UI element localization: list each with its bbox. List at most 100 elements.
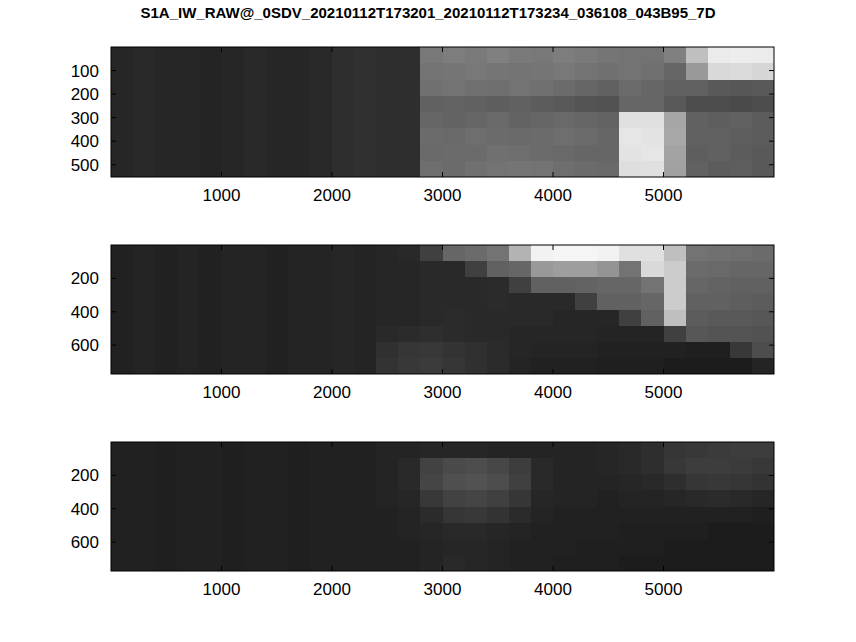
heatmap-cell	[376, 474, 399, 491]
heatmap-cell	[509, 442, 532, 459]
heatmap-cell	[155, 523, 178, 540]
y-tick	[111, 542, 116, 543]
heatmap-cell	[222, 245, 245, 262]
heatmap-cell	[288, 539, 311, 556]
heatmap-cell	[553, 277, 576, 294]
heatmap-cell	[111, 523, 134, 540]
heatmap-cell	[531, 539, 554, 556]
heatmap-cell	[509, 293, 532, 310]
x-tick	[663, 566, 664, 571]
heatmap-cell	[641, 261, 664, 278]
heatmap-cell	[752, 326, 774, 343]
heatmap-cell	[222, 96, 245, 113]
heatmap-cell	[244, 277, 267, 294]
heatmap-cell	[708, 310, 731, 327]
heatmap-cell	[420, 523, 443, 540]
heatmap-cell	[244, 458, 267, 475]
heatmap-cell	[222, 539, 245, 556]
heatmap-cell	[376, 245, 399, 262]
heatmap-cell	[310, 80, 333, 97]
heatmap-cell	[752, 507, 774, 524]
heatmap-cell	[133, 490, 156, 507]
heatmap-cell	[398, 245, 421, 262]
heatmap-cell	[266, 523, 289, 540]
heatmap-cell	[509, 458, 532, 475]
heatmap-cell	[531, 112, 554, 129]
y-tick-label: 300	[71, 109, 99, 128]
heatmap-cell	[398, 47, 421, 64]
heatmap-cell	[752, 342, 774, 359]
heatmap-cell	[376, 63, 399, 80]
heatmap-cell	[641, 474, 664, 491]
heatmap-cell	[553, 145, 576, 162]
heatmap-cell	[310, 245, 333, 262]
y-tick	[111, 345, 116, 346]
heatmap-cell	[420, 490, 443, 507]
heatmap-cell	[332, 80, 355, 97]
heatmap-cell	[752, 80, 774, 97]
y-tick	[769, 345, 774, 346]
heatmap-cell	[575, 128, 598, 145]
heatmap-cell	[708, 555, 731, 571]
heatmap-cell	[487, 128, 510, 145]
heatmap-cells	[111, 442, 774, 571]
heatmap-cell	[111, 507, 134, 524]
x-tick	[221, 369, 222, 374]
heatmap-cell	[376, 442, 399, 459]
heatmap-cell	[619, 277, 642, 294]
heatmap-cell	[752, 555, 774, 571]
panel: 10002000300040005000200400600	[71, 245, 775, 402]
heatmap-cell	[597, 128, 620, 145]
heatmap-cell	[531, 96, 554, 113]
heatmap-cell	[155, 507, 178, 524]
heatmap-cell	[244, 474, 267, 491]
heatmap-cell	[376, 112, 399, 129]
heatmap-cell	[443, 161, 466, 177]
heatmap-cell	[222, 342, 245, 359]
heatmap-cell	[597, 293, 620, 310]
heatmap-cell	[420, 128, 443, 145]
heatmap-cell	[155, 555, 178, 571]
heatmap-cell	[509, 523, 532, 540]
heatmap-cell	[531, 80, 554, 97]
heatmap-cell	[686, 161, 709, 177]
heatmap-cell	[288, 523, 311, 540]
heatmap-cell	[222, 63, 245, 80]
heatmap-cell	[553, 47, 576, 64]
heatmap-cell	[575, 523, 598, 540]
heatmap-cell	[575, 277, 598, 294]
heatmap-cell	[730, 458, 753, 475]
heatmap-cell	[465, 555, 488, 571]
x-tick	[332, 369, 333, 374]
heatmap-cell	[244, 161, 267, 177]
heatmap-cell	[111, 326, 134, 343]
heatmap-cell	[199, 358, 222, 374]
heatmap-cell	[619, 245, 642, 262]
heatmap-cell	[597, 112, 620, 129]
heatmap-cell	[222, 442, 245, 459]
heatmap-cell	[443, 490, 466, 507]
heatmap-cell	[266, 342, 289, 359]
heatmap-cell	[332, 507, 355, 524]
heatmap-cell	[133, 161, 156, 177]
heatmap-cell	[111, 458, 134, 475]
heatmap-cell	[465, 63, 488, 80]
heatmap-cell	[465, 47, 488, 64]
heatmap-cell	[443, 128, 466, 145]
heatmap-cell	[332, 555, 355, 571]
heatmap-cell	[177, 128, 200, 145]
heatmap-cell	[133, 539, 156, 556]
heatmap-cell	[730, 261, 753, 278]
heatmap-cell	[288, 474, 311, 491]
heatmap-cell	[310, 63, 333, 80]
heatmap-cell	[199, 555, 222, 571]
heatmap-cell	[575, 261, 598, 278]
y-tick	[111, 508, 116, 509]
heatmap-cell	[288, 128, 311, 145]
x-tick	[221, 245, 222, 250]
heatmap-cell	[133, 277, 156, 294]
heatmap-cell	[288, 47, 311, 64]
y-tick-label: 600	[71, 336, 99, 355]
heatmap-cell	[266, 442, 289, 459]
heatmap-cell	[420, 245, 443, 262]
